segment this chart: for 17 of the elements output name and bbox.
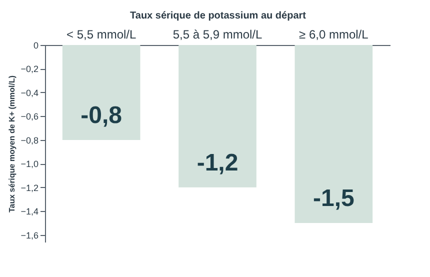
x-axis-title: Taux sérique de potassium au départ — [130, 10, 307, 22]
data-label: -1,2 — [196, 149, 238, 176]
x-tick-label: < 5,5 mmol/L — [66, 28, 137, 42]
y-tick-label: −1,4 — [20, 206, 38, 217]
x-tick-label: 5,5 à 5,9 mmol/L — [172, 28, 263, 42]
y-tick-label: −0,2 — [20, 64, 38, 74]
data-label: -0,8 — [80, 102, 122, 129]
y-tick-label: −1,6 — [20, 230, 38, 240]
y-tick-label: −1,2 — [20, 182, 38, 193]
y-tick-label: 0 — [33, 40, 38, 50]
y-tick-label: −1,0 — [20, 159, 38, 170]
y-axis-title: Taux sérique moyen de K+ (mmol/L) — [8, 75, 17, 212]
y-tick-label: −0,4 — [20, 88, 38, 98]
data-label: -1,5 — [312, 185, 354, 212]
x-tick-label: ≥ 6,0 mmol/L — [299, 28, 369, 42]
y-tick-label: −0,6 — [20, 112, 38, 122]
y-tick-label: −0,8 — [20, 135, 38, 146]
